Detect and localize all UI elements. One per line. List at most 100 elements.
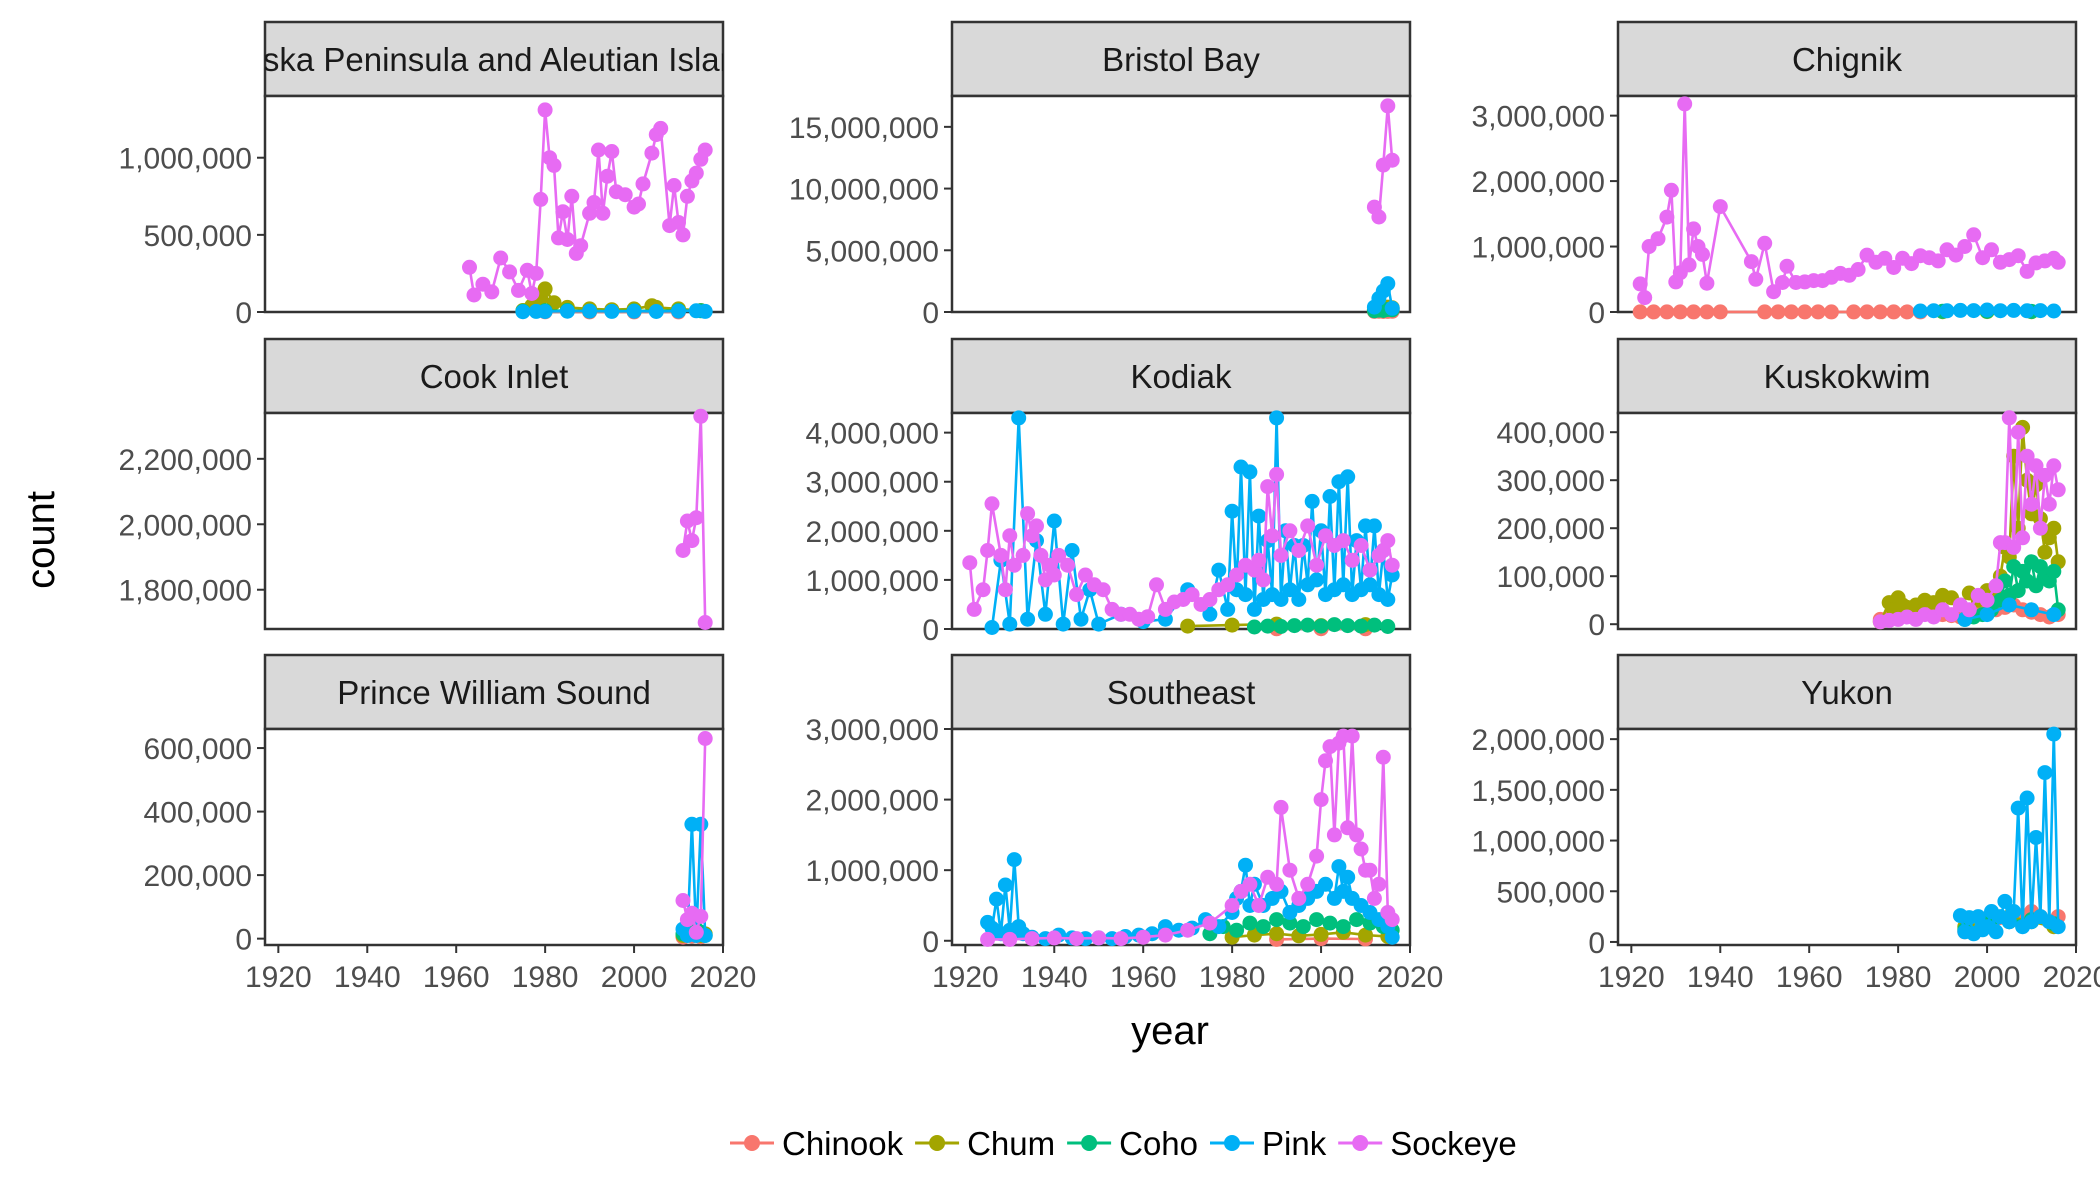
- y-tick-label: 2,000,000: [806, 785, 939, 818]
- data-point-sockeye: [2010, 248, 2026, 264]
- data-point-pink: [1020, 611, 1036, 627]
- data-point-coho: [1300, 617, 1316, 633]
- legend: Chinook Chum Coho Pink Sockeye: [730, 1125, 1517, 1162]
- facet-strip: [263, 337, 725, 415]
- series-group: [675, 731, 713, 945]
- data-point-sockeye: [2037, 467, 2053, 483]
- y-tick-label: 0: [922, 614, 939, 647]
- data-point-pink: [1979, 302, 1995, 318]
- y-tick-label: 100,000: [1497, 561, 1605, 594]
- data-point-sockeye: [1353, 841, 1369, 857]
- data-point-sockeye: [1380, 533, 1396, 549]
- data-point-sockeye: [1380, 98, 1396, 114]
- data-point-sockeye: [1930, 253, 1946, 269]
- data-point-chinook: [1872, 304, 1888, 320]
- data-point-sockeye: [1775, 275, 1790, 290]
- data-point-pink: [1318, 876, 1333, 892]
- data-point-sockeye: [1318, 528, 1333, 544]
- data-point-sockeye: [493, 250, 509, 266]
- data-point-sockeye: [1743, 254, 1759, 270]
- facet-strip: [1616, 20, 2078, 98]
- data-point-pink: [693, 816, 709, 832]
- y-tick-label: 300,000: [1497, 465, 1605, 498]
- data-point-pink: [697, 303, 713, 319]
- plot-frame: [950, 94, 1412, 314]
- data-point-sockeye: [1384, 912, 1400, 928]
- panel-kuskokwim: Kuskokwim 0 100,000 200,000 300,000 400,000: [1497, 337, 2078, 642]
- data-point-sockeye: [1300, 518, 1316, 534]
- data-point-chinook: [1659, 304, 1675, 320]
- y-tick-label: 4,000,000: [806, 418, 939, 451]
- facet-title: Chignik: [1792, 41, 1903, 78]
- facet-strip: [950, 337, 1412, 415]
- facet-strip: [1616, 337, 2078, 415]
- data-point-sockeye: [966, 601, 982, 617]
- data-point-chum: [1180, 618, 1196, 634]
- data-point-sockeye: [675, 893, 691, 908]
- facet-title: Southeast: [1107, 674, 1256, 711]
- data-point-sockeye: [1326, 827, 1342, 843]
- x-tick-label: 2020: [1377, 961, 1444, 994]
- data-point-chinook: [1699, 304, 1715, 320]
- data-point-chinook: [1823, 304, 1839, 320]
- data-point-chum: [1224, 617, 1240, 633]
- data-point-pink: [1304, 493, 1320, 509]
- y-tick-label: 2,000,000: [1472, 166, 1605, 199]
- data-point-sockeye: [1077, 567, 1093, 583]
- data-point-pink: [2046, 607, 2062, 623]
- y-tick-label: 1,000,000: [1472, 232, 1605, 265]
- legend-label: Coho: [1119, 1125, 1198, 1162]
- data-point-pink: [1997, 893, 2013, 909]
- y-tick-label: 200,000: [144, 860, 252, 893]
- data-point-coho: [1380, 619, 1396, 634]
- data-point-sockeye: [1353, 538, 1369, 553]
- y-tick-label: 0: [235, 924, 252, 957]
- data-point-sockeye: [604, 144, 620, 159]
- data-point-pink: [1939, 303, 1955, 319]
- series-group: [462, 102, 713, 320]
- plot-frame: [263, 727, 725, 947]
- data-point-pink: [1291, 592, 1307, 607]
- y-tick-label: 0: [1588, 297, 1605, 330]
- y-tick-label: 15,000,000: [789, 112, 939, 145]
- data-point-pink: [1384, 300, 1400, 316]
- data-point-coho: [1295, 919, 1311, 935]
- data-point-sockeye: [524, 286, 540, 301]
- data-point-sockeye: [1313, 792, 1329, 808]
- data-point-coho: [1313, 618, 1329, 634]
- data-point-sockeye: [1344, 552, 1360, 568]
- data-point-coho: [1349, 912, 1365, 928]
- data-point-sockeye: [980, 931, 996, 947]
- data-point-sockeye: [1366, 890, 1382, 906]
- data-point-sockeye: [1135, 929, 1151, 945]
- y-tick-label: 0: [235, 297, 252, 330]
- x-tick-label: 2000: [601, 961, 668, 994]
- data-point-pink: [515, 304, 531, 320]
- y-tick-label: 600,000: [144, 733, 252, 766]
- data-point-sockeye: [1650, 231, 1666, 247]
- data-point-sockeye: [1632, 276, 1648, 292]
- data-point-sockeye: [1291, 543, 1307, 558]
- data-point-sockeye: [1686, 221, 1702, 237]
- data-point-sockeye: [688, 510, 704, 526]
- data-point-sockeye: [1069, 931, 1084, 947]
- data-point-sockeye: [533, 191, 549, 207]
- facet-strip: [263, 20, 725, 98]
- data-point-chinook: [1783, 304, 1799, 320]
- y-tick-label: 0: [1588, 609, 1605, 642]
- data-point-sockeye: [1220, 577, 1236, 593]
- data-point-sockeye: [1282, 862, 1298, 878]
- series-group: [1366, 98, 1400, 319]
- data-point-pink: [2019, 790, 2035, 806]
- data-point-sockeye: [1695, 246, 1710, 262]
- data-point-sockeye: [1282, 523, 1298, 539]
- data-point-pink: [1912, 303, 1928, 319]
- data-point-pink: [2006, 904, 2022, 919]
- data-point-sockeye: [697, 615, 713, 630]
- x-tick-label: 1940: [1687, 961, 1754, 994]
- data-point-sockeye: [697, 731, 713, 746]
- facet-title: Alaska Peninsula and Aleutian Islands: [215, 41, 773, 78]
- data-point-sockeye: [2046, 458, 2062, 474]
- data-point-coho: [1326, 617, 1342, 633]
- facet-strip: [263, 653, 725, 731]
